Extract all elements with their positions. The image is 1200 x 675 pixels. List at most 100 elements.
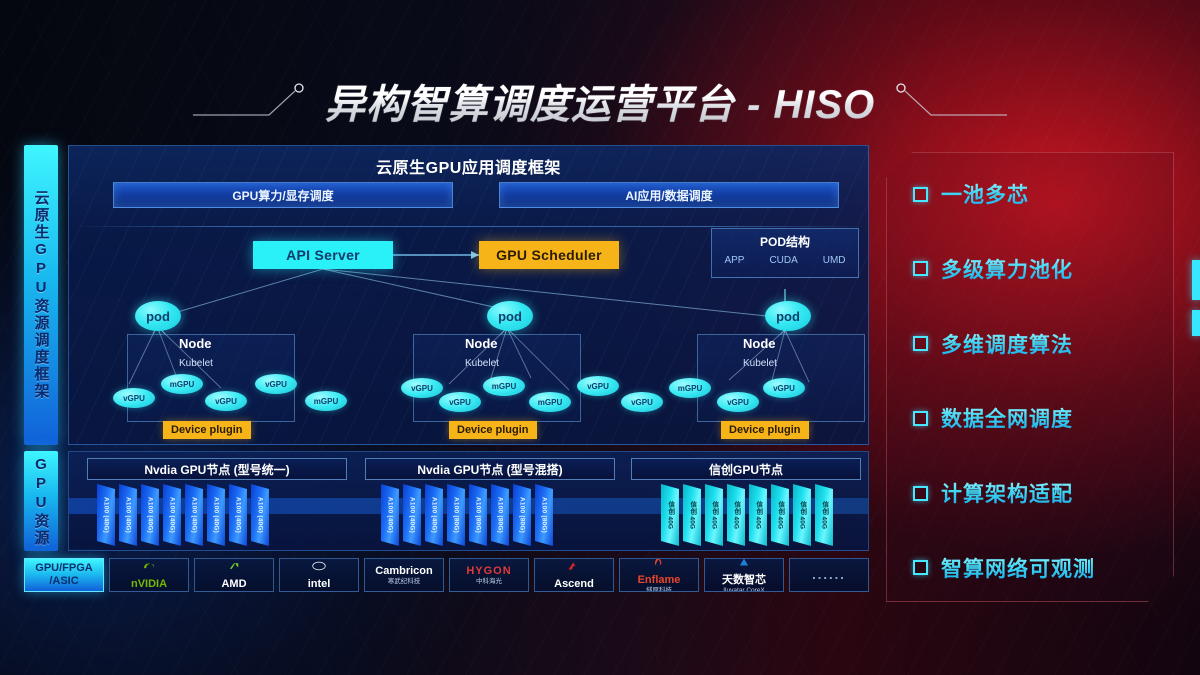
gpu-card-label: A100 (40G) [168,497,176,533]
gpu-card[interactable]: A100 (80G) [447,484,465,546]
gpu-group-2-label: Nvdia GPU节点 (型号混搭) [417,462,563,477]
gpu-card-label: A100 (40G) [386,497,394,533]
gpu-card-strip-2: A100 (40G) A100 (40G) A100 (40G) A100 (80G)… [381,484,553,546]
gpu-2-1[interactable]: vGPU [401,378,443,398]
gpu-card-label: 信创 40G [798,500,806,530]
vendor-logo-ascend-logo[interactable]: Ascend [534,558,614,592]
node-1-kubelet: Kubelet [179,358,213,369]
gpu-card-strip-1: A100 (40G) A100 (40G) A100 (40G) A100 (40G)… [97,484,269,546]
checkbox-icon [913,486,928,501]
gpu-card-label: A100 (40G) [212,497,220,533]
gpu-card[interactable]: A100 (40G) [403,484,421,546]
vendor-name: GPU/FPGA [35,562,93,575]
rail-label-top: 云原生GPU资源调度框架 [32,190,50,400]
feature-item-0[interactable]: 一池多芯 [913,179,1155,209]
gpu-card[interactable]: A100 (40G) [381,484,399,546]
enflame-logo [652,559,666,574]
api-server-node[interactable]: API Server [253,241,393,269]
gpu-card-label: A100 (80G) [518,497,526,533]
gpu-card-label: 信创 40G [820,500,828,530]
gpu-card-label: A100 (40G) [408,497,416,533]
gpu-card-label: A100 (40G) [256,497,264,533]
node-2-kubelet: Kubelet [465,358,499,369]
vendor-logo-nvidia-logo[interactable]: nVIDIA [109,558,189,592]
gpu-card[interactable]: A100 (40G) [163,484,181,546]
band-gpu-compute-memory[interactable]: GPU算力/显存调度 [113,182,453,208]
gpu-group-3-label: 信创GPU节点 [708,462,783,477]
feature-item-2[interactable]: 多维调度算法 [913,329,1155,359]
vendor-subname: /ASIC [49,575,79,587]
gpu-card[interactable]: A100 (40G) [251,484,269,546]
amd-logo [227,560,241,578]
vendor-logo-cambricon-logo[interactable]: Cambricon 寒武纪科技 [364,558,444,592]
gpu-3-3[interactable]: vGPU [763,378,805,398]
feature-item-3[interactable]: 数据全网调度 [913,403,1155,433]
device-plugin-2[interactable]: Device plugin [449,421,537,439]
vendor-logo-amd-logo[interactable]: AMD [194,558,274,592]
gpu-card[interactable]: A100 (80G) [469,484,487,546]
gpu-card[interactable]: A100 (80G) [535,484,553,546]
framework-frame: 云原生GPU应用调度框架 GPU算力/显存调度 AI应用/数据调度 [68,145,869,445]
gpu-card-label: 信创 40G [754,500,762,530]
gpu-card[interactable]: 信创 40G [661,484,679,546]
band-1-label: GPU算力/显存调度 [232,188,334,203]
vendor-logo-hygon-logo[interactable]: HYGON 中科海光 [449,558,529,592]
device-plugin-1[interactable]: Device plugin [163,421,251,439]
gpu-1-3[interactable]: vGPU [205,391,247,411]
gpu-card[interactable]: A100 (80G) [513,484,531,546]
edge-notch-lower [1192,310,1200,336]
gpu-card[interactable]: 信创 40G [815,484,833,546]
gpu-card[interactable]: A100 (40G) [207,484,225,546]
pod-layer-cuda: CUDA [769,255,798,266]
gpu-card[interactable]: A100 (80G) [491,484,509,546]
title-bar: 异构智算调度运营平台 - HISO [0,72,1200,130]
vendor-logo-iluvatar-logo[interactable]: 天数智芯 Iluvatar CoreX [704,558,784,592]
gpu-card-label: A100 (40G) [190,497,198,533]
vendor-logo-intel-logo[interactable]: intel [279,558,359,592]
gpu-3-1[interactable]: mGPU [669,378,711,398]
gpu-2-2[interactable]: vGPU [439,392,481,412]
vendor-logo-ellipsis-icon[interactable]: ...... [789,558,869,592]
gpu-1-4[interactable]: vGPU [255,374,297,394]
gpu-2-4[interactable]: mGPU [529,392,571,412]
gpu-1-1[interactable]: vGPU [113,388,155,408]
gpu-scheduler-node[interactable]: GPU Scheduler [479,241,619,269]
feature-item-1[interactable]: 多级算力池化 [913,254,1155,284]
gpu-card[interactable]: 信创 40G [771,484,789,546]
gpu-3-2[interactable]: vGPU [717,392,759,412]
vendor-logo-row: GPU/FPGA/ASIC nVIDIA AMD intel Cambricon 寒武纪科… [24,558,869,592]
gpu-2-5[interactable]: vGPU [577,376,619,396]
vendor-logo-chip-icon[interactable]: GPU/FPGA/ASIC [24,558,104,592]
gpu-card[interactable]: 信创 40G [793,484,811,546]
gpu-card[interactable]: 信创 40G [749,484,767,546]
feature-label-0: 一池多芯 [941,179,1029,209]
gpu-card[interactable]: A100 (40G) [425,484,443,546]
gpu-card[interactable]: A100 (40G) [185,484,203,546]
vendor-subname: Iluvatar CoreX [723,586,765,592]
gpu-card[interactable]: 信创 40G [683,484,701,546]
device-plugin-3[interactable]: Device plugin [721,421,809,439]
gpu-card-label: A100 (40G) [124,497,132,533]
gpu-card[interactable]: 信创 40G [727,484,745,546]
gpu-card[interactable]: A100 (40G) [229,484,247,546]
section-divider [69,226,868,227]
rail-cloud-native-gpu-scheduling: 云原生GPU资源调度框架 [24,145,58,445]
feature-item-4[interactable]: 计算架构适配 [913,478,1155,508]
gpu-card[interactable]: A100 (40G) [119,484,137,546]
gpu-2-6[interactable]: vGPU [621,392,663,412]
pod-node-2[interactable]: pod [487,301,533,331]
vendor-logo-enflame-logo[interactable]: Enflame 燧原科技 [619,558,699,592]
band-ai-app-data[interactable]: AI应用/数据调度 [499,182,839,208]
pod-node-3[interactable]: pod [765,301,811,331]
edge-notch-upper [1192,260,1200,300]
feature-label-5: 智算网络可观测 [941,553,1095,583]
pod-node-1[interactable]: pod [135,301,181,331]
gpu-1-5[interactable]: mGPU [305,391,347,411]
gpu-card[interactable]: A100 (40G) [141,484,159,546]
gpu-card[interactable]: A100 (40G) [97,484,115,546]
gpu-card[interactable]: 信创 40G [705,484,723,546]
gpu-2-3[interactable]: mGPU [483,376,525,396]
gpu-1-2[interactable]: mGPU [161,374,203,394]
feature-item-5[interactable]: 智算网络可观测 [913,553,1155,583]
pod-layer-umd: UMD [822,255,846,266]
